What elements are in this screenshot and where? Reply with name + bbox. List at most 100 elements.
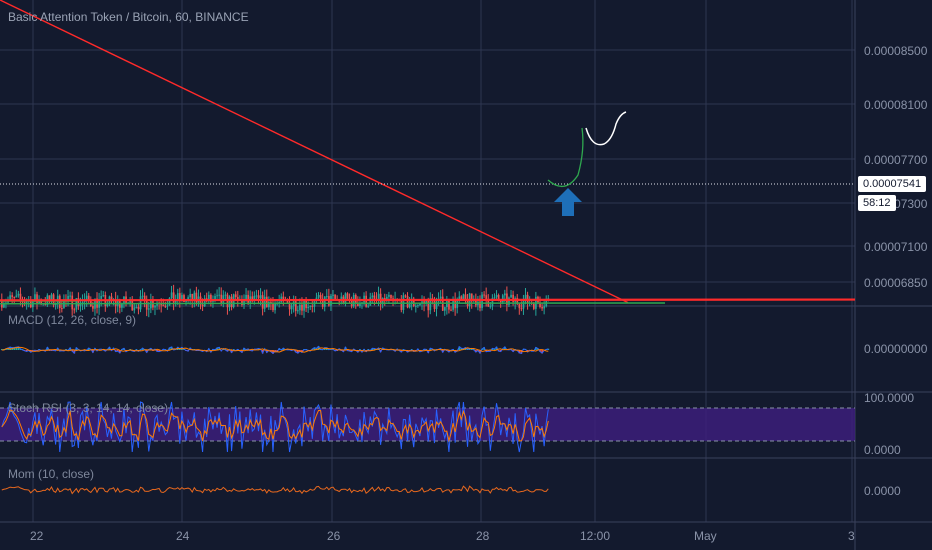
candle-body (541, 307, 543, 309)
macd-histogram-bar (520, 350, 523, 354)
candle-body (216, 295, 218, 297)
candle-body (450, 309, 452, 311)
macd-histogram-bar (257, 348, 260, 350)
candle-body (9, 295, 11, 300)
candle-body (532, 303, 535, 309)
candle-body (483, 294, 486, 296)
candle-body (172, 292, 175, 303)
candle-body (315, 297, 318, 300)
candle-body (143, 295, 146, 302)
candle-body (265, 296, 268, 308)
macd-histogram-bar (15, 346, 18, 350)
candle-body (290, 305, 293, 310)
time-label: 28 (476, 529, 490, 543)
candle-body (518, 304, 521, 309)
macd-histogram-bar (282, 347, 285, 350)
candle-body (81, 301, 84, 304)
price-tick: 0.00007100 (864, 240, 928, 254)
arrow-up-icon (554, 188, 582, 216)
candle-body (241, 299, 243, 306)
candle-body (493, 297, 496, 299)
candle-body (377, 293, 380, 301)
candle-body (58, 295, 61, 309)
candle-body (427, 301, 430, 311)
candle-body (245, 294, 247, 300)
macd-histogram-bar (344, 346, 347, 350)
candle-body (255, 295, 258, 297)
candle-body (400, 300, 403, 310)
momentum-title: Mom (10, close) (8, 467, 95, 481)
macd-histogram-bar (87, 347, 90, 350)
candle-body (282, 296, 285, 299)
candle-body (50, 294, 53, 301)
candle-body (489, 306, 492, 308)
hand-drawn-sketch (585, 111, 627, 146)
resistance-trendline (0, 298, 856, 302)
candle-body (408, 303, 411, 308)
candle-body (543, 306, 546, 309)
macd-histogram-bar (25, 350, 28, 352)
candle-body (357, 303, 359, 307)
candle-body (23, 302, 26, 304)
time-label: May (694, 529, 717, 543)
candle-body (36, 294, 38, 303)
candle-body (297, 310, 299, 312)
candle-body (479, 301, 481, 308)
candle-body (404, 295, 407, 297)
macd-histogram-bar (13, 347, 16, 350)
macd-histogram-bar (108, 346, 111, 350)
candle-body (325, 296, 328, 298)
candle-body (92, 306, 94, 309)
last-price-tag: 0.00007541 (858, 176, 927, 192)
price-tick: 0.00006850 (864, 276, 928, 290)
candle-body (133, 307, 136, 311)
candle-body (301, 304, 303, 311)
candle-body (373, 295, 376, 300)
candle-body (214, 296, 216, 300)
candle-body (135, 306, 138, 308)
macd-histogram-bar (518, 350, 521, 354)
candle-body (443, 307, 446, 311)
candle-body (189, 293, 192, 298)
momentum-line (1, 485, 549, 495)
candle-body (154, 305, 156, 308)
candle-body (110, 296, 113, 301)
macd-histogram-bar (189, 347, 192, 350)
macd-title: MACD (12, 26, close, 9) (8, 313, 137, 327)
candle-body (406, 296, 409, 308)
macd-histogram-bar (504, 346, 506, 350)
candle-body (164, 306, 167, 308)
candle-body (462, 294, 465, 300)
candle-body (79, 303, 82, 306)
macd-histogram-bar (261, 350, 264, 354)
candle-body (501, 295, 504, 303)
candle-body (73, 309, 76, 311)
candle-body (433, 300, 436, 309)
candle-body (61, 308, 63, 310)
candle-body (305, 300, 307, 309)
macd-histogram-bar (7, 347, 9, 350)
candle-body (452, 299, 454, 310)
stoch-rsi-title: Stoch RSI (3, 3, 14, 14, close) (8, 401, 169, 415)
macd-histogram-bar (317, 346, 320, 350)
candle-body (369, 297, 372, 306)
candle-body (390, 294, 392, 299)
time-label: 24 (176, 529, 190, 543)
candle-body (334, 294, 336, 300)
candle-body (323, 296, 326, 307)
descending-trendline (0, 0, 629, 304)
candle-body (220, 294, 223, 303)
price-tick: 0.00008500 (864, 44, 928, 58)
candle-body (456, 300, 459, 309)
candle-body (166, 305, 169, 307)
candle-body (512, 294, 514, 302)
candle-body (311, 305, 314, 307)
candle-body (162, 305, 165, 307)
candle-body (381, 297, 384, 305)
macd-histogram-bar (294, 350, 297, 353)
candle-body (236, 297, 239, 300)
macd-histogram-bar (297, 350, 299, 354)
macd-histogram-bar (118, 350, 121, 354)
